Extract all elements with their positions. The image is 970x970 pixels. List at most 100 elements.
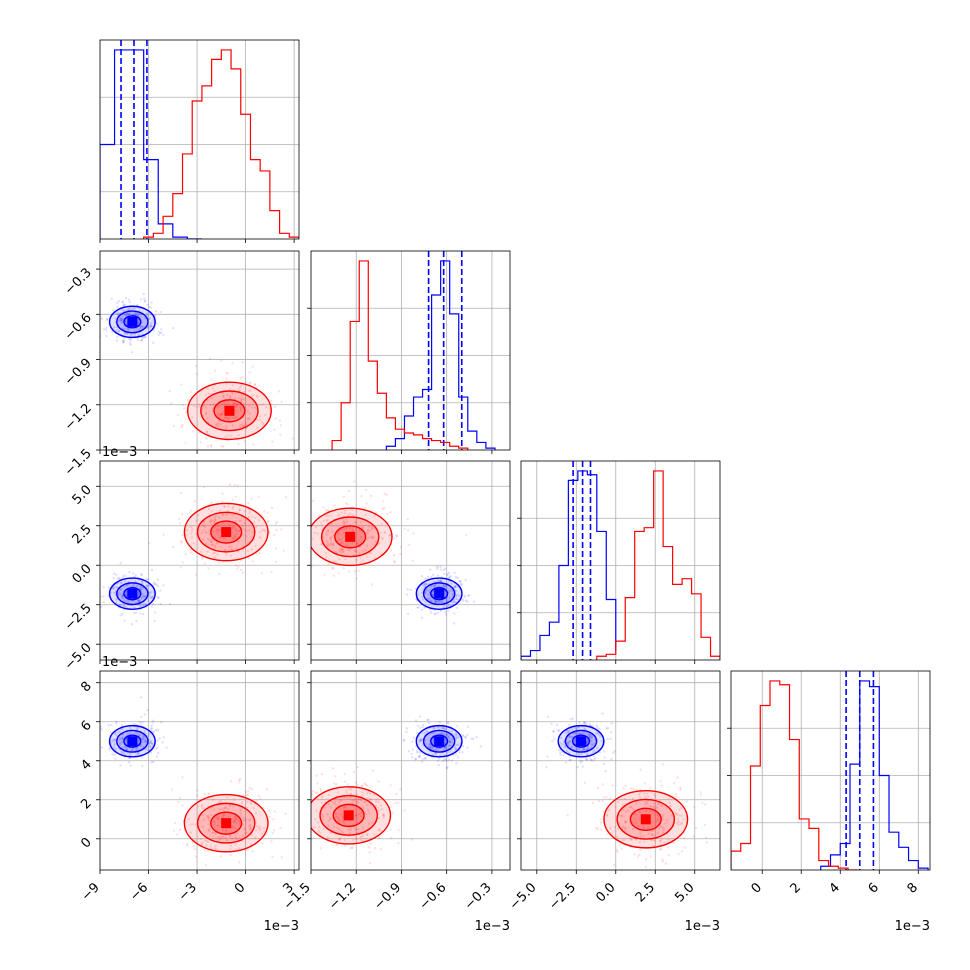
scatter-point — [343, 528, 346, 531]
scatter-point — [446, 735, 450, 738]
scatter-point — [608, 797, 612, 800]
scatter-point — [320, 796, 324, 799]
scatter-point — [389, 510, 392, 514]
scatter-point — [456, 736, 459, 739]
scatter-point — [640, 870, 642, 872]
scatter-point — [431, 746, 435, 749]
scatter-point — [418, 754, 421, 758]
scatter-point — [590, 736, 593, 740]
y-tick-label: −1.2 — [62, 401, 95, 434]
scatter-point — [590, 735, 594, 738]
scatter-point — [560, 744, 563, 747]
scatter-point — [248, 787, 251, 790]
scatter-point — [209, 518, 213, 522]
scatter-point — [403, 809, 406, 812]
scatter-point — [156, 739, 159, 742]
scatter-point — [361, 784, 364, 787]
scatter-point — [577, 752, 581, 755]
scatter-point — [313, 531, 316, 534]
scatter-point — [264, 413, 267, 417]
scatter-point — [141, 580, 144, 583]
scatter-point — [158, 737, 161, 740]
scatter-point — [566, 731, 570, 734]
scatter-point — [149, 596, 152, 599]
scatter-point — [432, 585, 436, 588]
scatter-point — [316, 782, 319, 785]
scatter-point — [418, 751, 422, 754]
scatter-point — [677, 814, 681, 817]
scatter-point — [237, 433, 240, 437]
density-peak — [343, 810, 354, 821]
scatter-point — [118, 738, 121, 741]
scatter-point — [148, 741, 151, 745]
scatter-point — [567, 729, 571, 733]
scatter-point — [162, 333, 165, 337]
scatter-point — [343, 521, 347, 525]
scatter-point — [355, 814, 358, 817]
scatter-point — [242, 390, 245, 393]
scatter-point — [170, 788, 174, 791]
scatter-point — [367, 525, 371, 529]
density-peak — [224, 405, 235, 416]
scatter-point — [202, 818, 206, 822]
scatter-point — [209, 403, 212, 407]
scatter-point — [143, 713, 146, 716]
scatter-point — [661, 763, 665, 766]
scatter-point — [454, 743, 458, 747]
scatter-point — [545, 766, 548, 769]
scatter-point — [350, 542, 354, 545]
scatter-point — [450, 759, 454, 762]
x-tick-label: −3 — [176, 880, 200, 904]
scatter-point — [363, 548, 367, 552]
scatter-point — [251, 560, 254, 563]
scatter-point — [209, 813, 213, 817]
scatter-point — [367, 531, 370, 534]
scatter-point — [318, 831, 322, 835]
scatter-point — [597, 727, 601, 731]
scatter-point — [340, 528, 344, 531]
scatter-point — [377, 837, 381, 840]
scatter-point — [258, 415, 262, 418]
scatter-point — [216, 404, 219, 408]
scatter-point — [325, 508, 328, 512]
scatter-point — [247, 557, 250, 560]
scatter-point — [227, 545, 231, 549]
scatter-point — [231, 514, 234, 517]
scatter-point — [141, 603, 145, 606]
scatter-point — [334, 812, 338, 816]
scatter-point — [660, 804, 663, 807]
scatter-point — [116, 577, 120, 580]
scatter-point — [221, 828, 225, 832]
scatter-point — [255, 799, 259, 802]
scatter-point — [234, 416, 237, 420]
scatter-point — [235, 403, 238, 406]
scatter-point — [122, 339, 125, 342]
scatter-point — [448, 739, 451, 742]
scatter-point — [181, 776, 184, 779]
scatter-point — [126, 732, 129, 735]
scatter-point — [251, 394, 254, 397]
scatter-point — [239, 384, 243, 387]
scatter-point — [395, 534, 398, 538]
scatter-point — [205, 531, 209, 535]
scatter-point — [453, 585, 457, 588]
scatter-point — [331, 567, 335, 570]
scatter-point — [415, 731, 419, 735]
scatter-point — [148, 594, 151, 597]
x-tick-label: −0.9 — [371, 880, 404, 913]
scatter-point — [233, 534, 237, 537]
scatter-point — [224, 806, 227, 810]
scatter-point — [335, 782, 338, 786]
scatter-point — [636, 855, 640, 858]
scatter-point — [205, 437, 208, 440]
scatter-point — [591, 801, 594, 805]
scatter-point — [638, 840, 642, 844]
scatter-point — [418, 755, 421, 759]
scatter-point — [122, 340, 125, 344]
scatter-point — [458, 579, 461, 583]
scatter-point — [393, 560, 396, 563]
scatter-point — [429, 611, 433, 614]
scatter-point — [426, 730, 430, 733]
scatter-point — [128, 300, 132, 304]
scatter-point — [424, 591, 427, 594]
